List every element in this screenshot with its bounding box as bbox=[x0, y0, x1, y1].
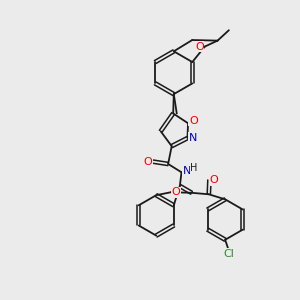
Text: O: O bbox=[195, 42, 204, 52]
Text: O: O bbox=[189, 116, 198, 126]
Text: O: O bbox=[172, 187, 181, 197]
Text: O: O bbox=[209, 175, 218, 185]
Text: H: H bbox=[190, 163, 198, 173]
Text: N: N bbox=[183, 166, 191, 176]
Text: O: O bbox=[144, 157, 153, 166]
Text: Cl: Cl bbox=[223, 249, 234, 259]
Text: N: N bbox=[189, 133, 197, 142]
